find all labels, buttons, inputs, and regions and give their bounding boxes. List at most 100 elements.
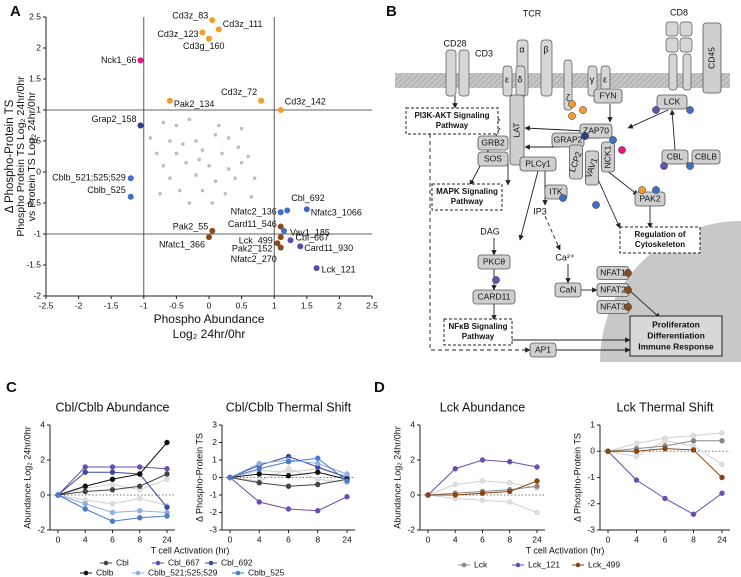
x-tick-label: 8: [137, 534, 142, 544]
point: [425, 492, 431, 498]
node-label: CD28: [443, 38, 466, 48]
y-axis-label: vs Protein TS Log₂ 24hr/0hr: [26, 91, 38, 221]
point: [719, 430, 725, 436]
x-tick-label: -0.5: [169, 300, 184, 310]
membrane: [395, 73, 730, 88]
y-tick-label: 1: [590, 419, 595, 429]
x-tick-label: 0: [606, 534, 611, 544]
y-axis-label: Δ Phospho-Protein TS: [194, 433, 204, 522]
point: [452, 492, 458, 498]
outcome-label: Differentiation: [647, 330, 705, 340]
point: [168, 176, 172, 180]
arrow: [429, 134, 531, 353]
point: [256, 480, 262, 486]
point: [213, 179, 218, 184]
point: [181, 142, 185, 146]
point: [285, 483, 292, 489]
point: [174, 151, 179, 156]
x-tick-label: 4: [83, 534, 88, 544]
point: [605, 448, 611, 454]
receptor: [668, 53, 678, 91]
point: [137, 464, 143, 470]
point: [315, 476, 321, 482]
node: [509, 94, 525, 166]
node: [477, 135, 509, 151]
point: [277, 234, 284, 241]
phospho-site: [660, 162, 668, 170]
point: [285, 466, 292, 472]
point: [256, 460, 262, 467]
point: [216, 123, 221, 128]
pathway-box: [431, 183, 503, 211]
point: [662, 438, 668, 444]
point: [479, 457, 486, 463]
outcome-label: Proliferaton: [652, 319, 700, 329]
point: [633, 453, 640, 460]
y-tick-label: -2: [37, 524, 45, 534]
panel-label: D: [374, 379, 385, 396]
y-tick-label: -1.5: [26, 259, 41, 269]
node-label: NFAT1: [600, 267, 626, 277]
point: [633, 477, 640, 483]
point: [227, 474, 233, 481]
receptor: [587, 65, 598, 97]
point: [161, 164, 166, 168]
point: [82, 501, 88, 507]
pathway-box: [619, 226, 701, 254]
point: [452, 481, 458, 488]
point: [109, 476, 116, 482]
node: [661, 149, 689, 165]
point: [690, 447, 697, 453]
node-label: PLCγ1: [525, 158, 551, 168]
node-label: ITK: [549, 186, 563, 196]
x-tick-label: 24: [342, 534, 352, 544]
phospho-site: [592, 201, 600, 209]
point: [82, 506, 88, 512]
x-tick-label: 6: [110, 534, 115, 544]
point: [164, 466, 170, 472]
point: [256, 466, 262, 472]
arrow: [605, 169, 639, 196]
receptor: [540, 39, 553, 97]
x-tick-label: 2.5: [366, 300, 378, 310]
point-label: Card11_546: [228, 219, 277, 229]
point: [277, 209, 284, 216]
point-label: Nfatc2_270: [231, 254, 277, 264]
y-tick-label: -1: [209, 489, 217, 499]
pathway-box: [405, 107, 499, 135]
receptor: [665, 37, 679, 53]
point: [246, 154, 250, 159]
node-label: ζ: [566, 92, 570, 102]
point: [55, 492, 61, 498]
point: [344, 471, 350, 477]
point: [200, 188, 205, 193]
point: [161, 120, 166, 125]
point: [168, 139, 172, 143]
point: [277, 223, 284, 230]
node: [554, 282, 582, 298]
point: [479, 478, 486, 484]
x-tick-label: 24: [162, 534, 172, 544]
point: [164, 513, 170, 519]
point: [82, 464, 88, 470]
point: [209, 17, 216, 24]
arrow: [627, 109, 669, 129]
phospho-site: [579, 106, 587, 114]
point-label: Card11_930: [304, 243, 353, 253]
point: [137, 483, 143, 489]
node-label: FYN: [600, 90, 617, 100]
x-axis-label: T cell Activation (hr): [526, 545, 605, 555]
y-tick-label: -3: [209, 524, 217, 534]
point: [197, 157, 202, 162]
point: [137, 122, 144, 129]
y-axis-label: Phospho Protein TS Log₂ 24hr/0hr: [15, 76, 27, 237]
y-tick-label: -1: [587, 472, 595, 482]
x-tick-label: -2.5: [39, 300, 54, 310]
phospho-site: [624, 269, 632, 277]
receptor: [679, 37, 693, 53]
node-label: NCK1: [602, 145, 612, 168]
chart-title: Lck Thermal Shift: [616, 400, 714, 414]
legend-label: Cblb_521;525;529: [148, 567, 218, 577]
x-axis-label: T cell Activation (hr): [151, 545, 230, 555]
node-label: IP3: [533, 206, 547, 216]
